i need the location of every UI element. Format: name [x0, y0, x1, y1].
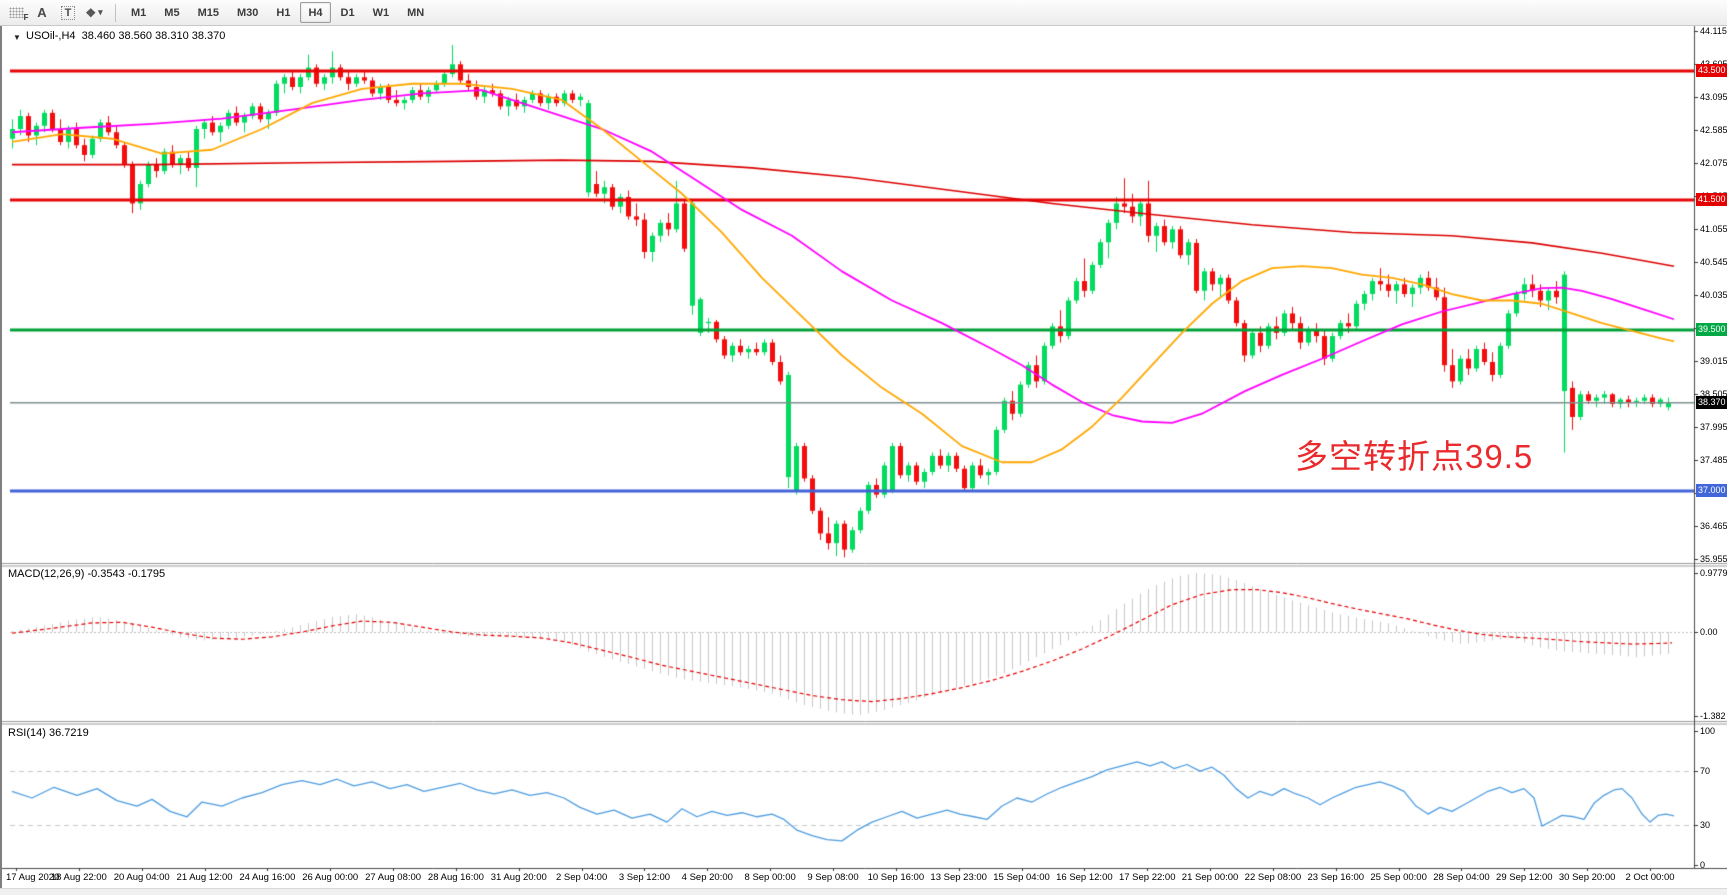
indicators-grid-button[interactable]: F	[4, 3, 29, 23]
chart-title: USOil-,H4 38.460 38.560 38.310 38.370	[26, 30, 225, 42]
macd-indicator-label: MACD(12,26,9) -0.3543 -0.1795	[8, 568, 166, 580]
grid-icon: F	[8, 7, 29, 22]
date-tick-label: 24 Aug 16:00	[239, 872, 296, 883]
chart-region: ▼ USOil-,H4 38.460 38.560 38.310 38.370 …	[0, 25, 1727, 895]
date-tick-label: 16 Sep 12:00	[1056, 872, 1113, 883]
chart-symbol-label: USOil-,H4	[26, 30, 76, 42]
shapes-icon: ❖	[85, 5, 97, 20]
text-label-button[interactable]: A	[37, 5, 47, 20]
date-tick-label: 3 Sep 12:00	[618, 872, 671, 883]
price-level-badge: 37.000	[1696, 484, 1727, 498]
timeframe-button-MN[interactable]: MN	[407, 6, 425, 19]
price-tick-label: 44.115	[1700, 26, 1727, 36]
text-box-icon: T	[60, 5, 76, 20]
price-tick-label: 38.505	[1700, 389, 1727, 399]
timeframe-button-M1[interactable]: M1	[131, 6, 147, 19]
price-tick-label: 37.485	[1700, 455, 1727, 465]
timeframe-button-M15[interactable]: M15	[197, 6, 219, 19]
price-tick-label: 41.055	[1700, 224, 1727, 234]
date-tick-label: 9 Sep 08:00	[807, 872, 859, 883]
price-tick-label: 42.075	[1700, 158, 1727, 168]
rsi-tick-label: 30	[1700, 819, 1711, 830]
date-tick-label: 2 Oct 00:00	[1625, 872, 1675, 883]
date-tick-label: 27 Aug 08:00	[365, 872, 422, 883]
toolbar-separator	[115, 3, 116, 22]
price-tick-label: 42.585	[1700, 125, 1727, 135]
price-tick-label: 35.955	[1700, 554, 1727, 564]
date-tick-label: 13 Sep 23:00	[930, 872, 987, 883]
timeframe-button-M30[interactable]: M30	[236, 6, 259, 19]
chart-collapse-icon[interactable]: ▼	[13, 33, 21, 42]
date-tick-label: 17 Aug 2020	[6, 872, 60, 883]
timeframe-button-H1[interactable]: H1	[276, 6, 291, 19]
date-tick-label: 21 Aug 12:00	[176, 872, 233, 883]
rsi-tick-label: 100	[1700, 726, 1716, 736]
date-tick-label: 18 Aug 22:00	[50, 872, 107, 883]
date-tick-label: 21 Sep 00:00	[1181, 872, 1239, 883]
price-tick-label: 37.995	[1700, 422, 1727, 432]
date-tick-label: 4 Sep 20:00	[681, 872, 733, 883]
date-tick-label: 17 Sep 22:00	[1118, 872, 1176, 883]
macd-tick-label: -1.382	[1700, 710, 1726, 721]
price-tick-label: 40.545	[1700, 257, 1727, 267]
price-level-badge: 43.500	[1696, 63, 1727, 77]
shapes-button[interactable]: ❖ ▾	[82, 3, 106, 23]
timeframe-button-D1[interactable]: D1	[340, 6, 355, 19]
price-tick-label: 36.465	[1700, 521, 1727, 531]
timeframe-group: M1 M5 M15 M30 H1 H4 D1 W1 MN	[122, 2, 433, 23]
timeframe-button-M5[interactable]: M5	[164, 6, 180, 19]
current-price-badge: 38.370	[1696, 395, 1727, 409]
macd-tick-label: 0.00	[1700, 627, 1718, 637]
annotation-text: 多空转折点39.5	[1295, 438, 1534, 475]
rsi-tick-label: 70	[1700, 766, 1711, 777]
date-tick-label: 15 Sep 04:00	[993, 872, 1050, 883]
macd-tick-label: 0.9779	[1700, 567, 1727, 578]
timeframe-button-W1[interactable]: W1	[372, 6, 390, 19]
rsi-tick-label: 0	[1700, 860, 1706, 870]
price-tick-label: 40.035	[1700, 290, 1727, 300]
rsi-indicator-label: RSI(14) 36.7219	[8, 727, 89, 739]
toolbar: F A T ❖ ▾ M1 M5 M15 M30 H1 H4 D1 W1 MN	[0, 0, 1727, 26]
date-tick-label: 29 Sep 12:00	[1496, 872, 1553, 883]
price-level-badge: 41.500	[1696, 193, 1727, 207]
date-tick-label: 28 Aug 16:00	[427, 872, 484, 883]
date-tick-label: 2 Sep 04:00	[555, 872, 608, 883]
date-tick-label: 23 Sep 16:00	[1307, 872, 1365, 883]
price-chart-canvas[interactable]	[2, 25, 1727, 895]
chart-ohlc-values: 38.460 38.560 38.310 38.370	[81, 30, 226, 42]
date-tick-label: 30 Sep 20:00	[1558, 872, 1616, 883]
date-tick-label: 8 Sep 00:00	[744, 872, 796, 883]
date-tick-label: 31 Aug 20:00	[490, 872, 547, 883]
date-tick-label: 10 Sep 16:00	[867, 872, 925, 883]
text-box-button[interactable]: T	[56, 3, 80, 23]
window-bottom-edge	[0, 888, 1727, 895]
date-tick-label: 22 Sep 08:00	[1244, 872, 1302, 883]
date-tick-label: 25 Sep 00:00	[1370, 872, 1427, 883]
price-level-badge: 39.500	[1696, 322, 1727, 336]
price-tick-label: 43.095	[1700, 92, 1727, 102]
date-tick-label: 26 Aug 00:00	[302, 872, 359, 883]
price-tick-label: 39.015	[1700, 356, 1727, 366]
chevron-down-icon: ▾	[98, 7, 103, 17]
timeframe-button-H4[interactable]: H4	[300, 2, 331, 23]
date-tick-label: 20 Aug 04:00	[113, 872, 170, 883]
date-tick-label: 28 Sep 04:00	[1433, 872, 1490, 883]
